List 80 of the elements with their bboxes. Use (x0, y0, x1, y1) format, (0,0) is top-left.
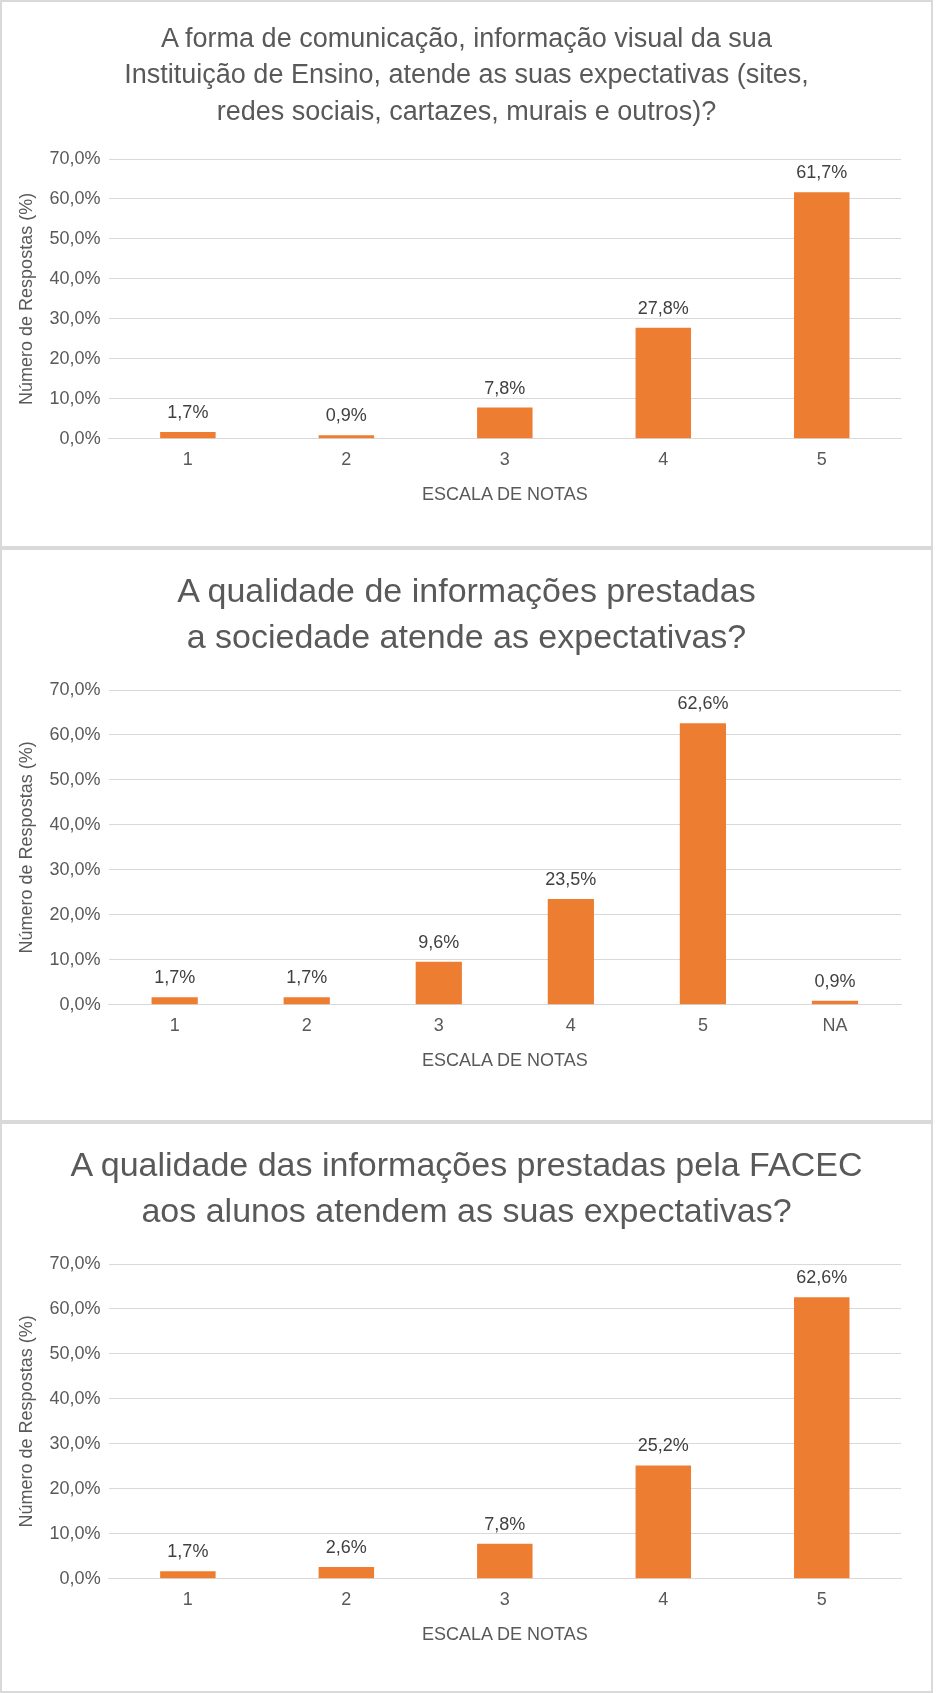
data-label: 27,8% (637, 298, 689, 319)
x-tick-label: 4 (658, 1588, 669, 1609)
data-label: 62,6% (796, 1267, 848, 1288)
data-label: 1,7% (167, 1540, 209, 1561)
data-label: 2,6% (325, 1536, 367, 1557)
y-tick-label: 50,0% (49, 228, 101, 249)
x-tick-label: 5 (697, 1014, 708, 1035)
bar (160, 1570, 216, 1579)
y-tick-label: 10,0% (49, 388, 101, 409)
data-label: 7,8% (484, 377, 526, 398)
x-tick-label: 4 (658, 448, 669, 469)
data-label: 9,6% (418, 931, 460, 952)
y-tick-label: 60,0% (49, 723, 101, 744)
y-tick-label: 40,0% (49, 813, 101, 834)
y-tick-label: 10,0% (49, 1522, 101, 1543)
y-tick-label: 70,0% (49, 678, 101, 699)
bar (283, 996, 330, 1005)
x-axis-title: ESCALA DE NOTAS (421, 484, 588, 505)
bar (477, 1543, 533, 1579)
x-tick-label: 2 (301, 1014, 312, 1035)
bar (415, 961, 462, 1005)
y-tick-label: 0,0% (59, 993, 101, 1014)
x-axis-title: ESCALA DE NOTAS (421, 1623, 588, 1644)
data-label: 0,9% (325, 405, 367, 426)
x-tick-label: 3 (433, 1014, 444, 1035)
bar (635, 1465, 692, 1579)
y-tick-label: 0,0% (59, 1567, 101, 1588)
data-label: 23,5% (545, 868, 597, 889)
y-tick-label: 70,0% (49, 148, 101, 169)
x-tick-label: 5 (816, 1588, 827, 1609)
y-tick-label: 40,0% (49, 1387, 101, 1408)
y-tick-label: 20,0% (49, 1477, 101, 1498)
y-axis-title: Número de Respostas (%) (15, 1315, 36, 1528)
x-tick-label: 3 (499, 1588, 510, 1609)
x-tick-label: 2 (341, 1588, 352, 1609)
y-tick-label: 0,0% (59, 428, 101, 449)
bar (635, 328, 692, 439)
x-tick-label: NA (822, 1014, 848, 1035)
y-axis-title: Número de Respostas (%) (15, 193, 36, 406)
chart-title: A forma de comunicação, informação visual da sua Instituição de Ensino, atende as suas expectativas (sites, redes sociais, cartazes, murais e outros)? (123, 22, 810, 128)
x-tick-label: 5 (816, 448, 827, 469)
bar (160, 432, 216, 439)
bar (794, 192, 850, 439)
y-axis-title: Número de Respostas (%) (15, 741, 36, 954)
x-tick-label: 1 (182, 1588, 193, 1609)
bar (477, 407, 533, 439)
y-tick-label: 30,0% (49, 858, 101, 879)
bar (679, 723, 727, 1005)
x-tick-label: 2 (341, 448, 352, 469)
data-label: 62,6% (677, 693, 729, 714)
chart-title: A qualidade de informações prestadas a sociedade atende as expectativas? (176, 570, 757, 657)
data-label: 1,7% (154, 966, 196, 987)
y-tick-label: 30,0% (49, 1432, 101, 1453)
y-tick-label: 60,0% (49, 188, 101, 209)
bar (547, 898, 594, 1005)
x-tick-label: 4 (565, 1014, 576, 1035)
y-tick-label: 70,0% (49, 1252, 101, 1273)
y-tick-label: 10,0% (49, 948, 101, 969)
data-label: 61,7% (796, 162, 848, 183)
data-label: 0,9% (814, 970, 856, 991)
data-label: 1,7% (167, 402, 209, 423)
bar (794, 1297, 850, 1579)
chart-title: A qualidade das informações prestadas pela FACEC aos alunos atendem as suas expectativas? (69, 1144, 864, 1231)
bar (151, 996, 198, 1005)
data-label: 7,8% (484, 1513, 526, 1534)
y-tick-label: 30,0% (49, 308, 101, 329)
y-tick-label: 40,0% (49, 268, 101, 289)
y-tick-label: 50,0% (49, 768, 101, 789)
y-tick-label: 20,0% (49, 903, 101, 924)
x-tick-label: 1 (182, 448, 193, 469)
x-tick-label: 3 (499, 448, 510, 469)
bar (318, 435, 375, 439)
y-tick-label: 20,0% (49, 348, 101, 369)
bar (318, 1566, 375, 1579)
x-tick-label: 1 (169, 1014, 180, 1035)
y-tick-label: 60,0% (49, 1297, 101, 1318)
data-label: 1,7% (286, 966, 328, 987)
x-axis-title: ESCALA DE NOTAS (421, 1049, 588, 1070)
data-label: 25,2% (637, 1435, 689, 1456)
y-tick-label: 50,0% (49, 1342, 101, 1363)
